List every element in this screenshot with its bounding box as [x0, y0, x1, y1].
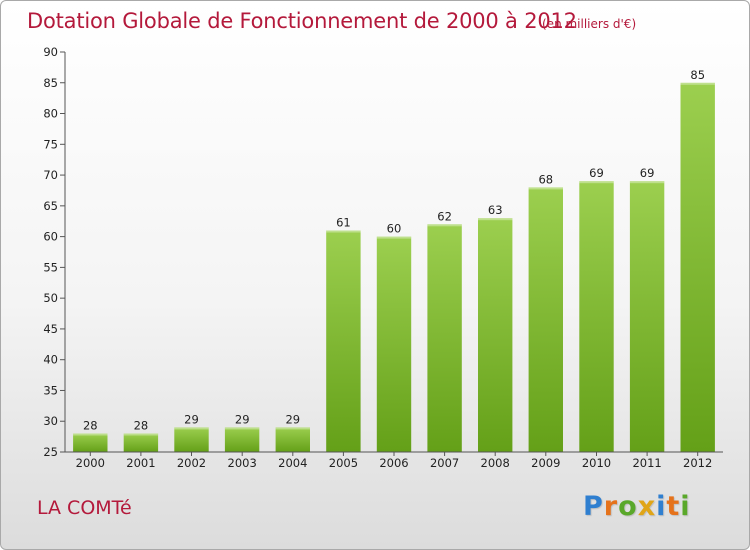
bar-highlight [224, 427, 260, 430]
data-label: 68 [538, 172, 553, 186]
chart-title: Dotation Globale de Fonctionnement de 20… [27, 9, 577, 33]
chart-subtitle: (en milliers d'€) [542, 17, 637, 31]
y-tick-label: 45 [43, 322, 58, 336]
brand-letter: P [583, 491, 604, 522]
bar [478, 218, 513, 452]
bar-highlight [579, 181, 614, 184]
data-label: 69 [589, 166, 604, 180]
x-tick-label: 2001 [126, 456, 155, 470]
y-axis: 25 30 35 40 45 50 55 60 65 70 75 80 85 90 [43, 45, 66, 459]
x-tick-label: 2007 [430, 456, 459, 470]
x-tick-label: 2005 [329, 456, 358, 470]
bars: 28 28 29 29 29 61 60 62 63 68 69 69 85 [73, 68, 715, 453]
data-label: 28 [83, 419, 98, 433]
bar [174, 427, 209, 452]
bar-highlight [427, 224, 462, 227]
bar [275, 427, 310, 452]
x-tick-label: 2006 [379, 456, 408, 470]
x-tick-label: 2011 [632, 456, 661, 470]
brand-letter: x [637, 491, 657, 522]
bar-highlight [629, 181, 665, 184]
bar [376, 236, 412, 452]
bar-highlight [478, 218, 513, 221]
y-tick-label: 50 [43, 291, 58, 305]
data-label: 85 [690, 68, 705, 82]
y-tick-label: 70 [43, 168, 58, 182]
brand-letter: r [603, 491, 619, 522]
y-tick-label: 65 [43, 199, 58, 213]
data-label: 29 [184, 412, 199, 426]
x-tick-label: 2002 [177, 456, 206, 470]
bar [680, 82, 715, 453]
commune-name: LA COMTé [37, 497, 132, 519]
brand-letter: i [680, 491, 691, 522]
bar [528, 187, 563, 452]
x-tick-label: 2003 [228, 456, 257, 470]
x-tick-label: 2010 [582, 456, 611, 470]
bar-highlight [326, 230, 361, 233]
bar-highlight [376, 236, 412, 239]
y-tick-label: 85 [43, 76, 58, 90]
bar [73, 433, 108, 452]
data-label: 29 [235, 412, 250, 426]
bar-highlight [73, 433, 108, 436]
y-tick-label: 35 [43, 383, 58, 397]
data-label: 60 [387, 222, 402, 236]
x-tick-label: 2004 [278, 456, 307, 470]
brand-letter: i [656, 491, 667, 522]
y-tick-label: 25 [43, 445, 58, 459]
y-tick-label: 75 [43, 137, 58, 151]
x-tick-label: 2012 [683, 456, 712, 470]
bar-highlight [528, 187, 563, 190]
y-tick-label: 40 [43, 353, 58, 367]
data-label: 61 [336, 216, 351, 230]
y-tick-label: 60 [43, 230, 58, 244]
data-label: 29 [285, 412, 300, 426]
bar-highlight [123, 433, 159, 436]
x-tick-label: 2000 [76, 456, 105, 470]
bar [427, 224, 462, 452]
proxiti-logo: Proxiti [583, 491, 691, 522]
bar-highlight [275, 427, 310, 430]
data-label: 62 [437, 209, 452, 223]
bar-highlight [680, 82, 715, 85]
y-tick-label: 90 [43, 45, 58, 59]
bar [579, 181, 614, 452]
data-label: 69 [640, 166, 655, 180]
x-tick-label: 2008 [481, 456, 510, 470]
bar [123, 433, 159, 452]
brand-letter: t [666, 491, 681, 522]
bar-highlight [174, 427, 209, 430]
data-label: 63 [488, 203, 503, 217]
y-tick-label: 30 [43, 414, 58, 428]
bar [629, 181, 665, 452]
y-tick-label: 80 [43, 107, 58, 121]
x-tick-label: 2009 [531, 456, 560, 470]
y-tick-label: 55 [43, 260, 58, 274]
x-axis: 2000 2001 2002 2003 2004 2005 2006 2007 2008 2009… [65, 451, 723, 470]
bar [224, 427, 260, 452]
brand-letter: o [618, 491, 638, 522]
data-label: 28 [134, 419, 149, 433]
bar [326, 230, 361, 452]
